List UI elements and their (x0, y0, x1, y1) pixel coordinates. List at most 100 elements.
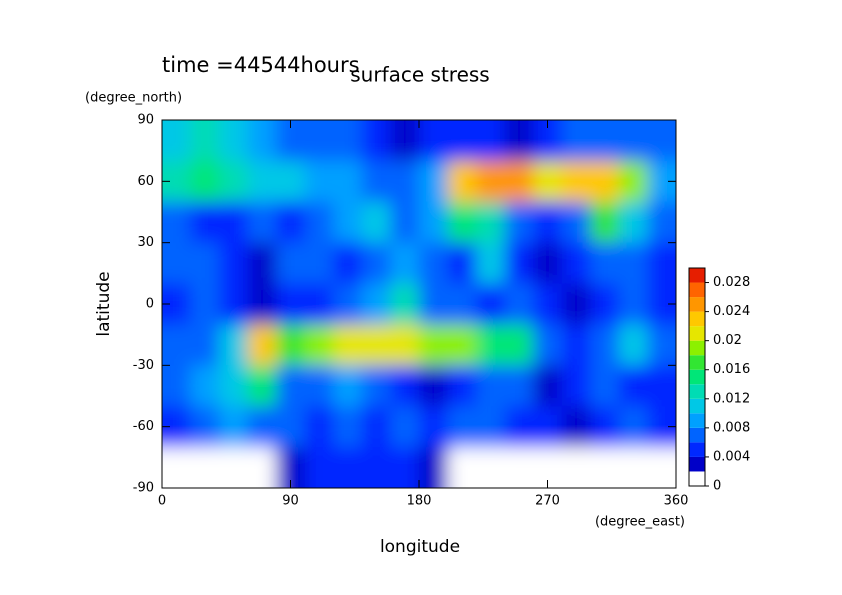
field-cell (390, 406, 420, 448)
x-tick-label: 360 (664, 494, 689, 509)
field-cell (504, 283, 534, 325)
colorbar-swatch (689, 369, 705, 385)
field-cell (618, 120, 648, 162)
field-cell (276, 160, 306, 203)
field-cell (361, 324, 391, 366)
field-cell (447, 447, 477, 488)
field-cell (219, 120, 249, 162)
field-cell (590, 201, 620, 244)
field-cell (419, 406, 449, 448)
field-cell (504, 324, 534, 366)
field-cell (219, 160, 249, 203)
field-cell (333, 160, 363, 203)
field-cell (162, 324, 192, 366)
field-cell (618, 201, 648, 244)
colorbar-tick-label: 0.004 (713, 449, 750, 464)
field-cell (447, 283, 477, 325)
field-cell (419, 447, 449, 488)
field-cell (561, 242, 591, 285)
field-cell (247, 406, 277, 448)
field-cell (276, 406, 306, 448)
field-cell (504, 365, 534, 407)
field-cell (390, 283, 420, 325)
field-cell (162, 242, 192, 285)
axes: 0 90 180 270 360 -90 -60 -30 0 30 60 90 0 0.004 0.008 0… (133, 113, 750, 509)
field-cell (304, 242, 334, 285)
field-cell (447, 242, 477, 285)
field-cell (618, 160, 648, 203)
field-cell (361, 283, 391, 325)
field-cell (276, 242, 306, 285)
colorbar-swatch (689, 340, 705, 356)
field-cell (333, 242, 363, 285)
field-cell (219, 283, 249, 325)
field-cell (333, 365, 363, 407)
colorbar-tick-label: 0 (713, 479, 721, 494)
field-cell (276, 201, 306, 244)
field-cell (247, 120, 277, 162)
colorbar-tick-label: 0.02 (713, 333, 742, 348)
field-cell (447, 324, 477, 366)
colorbar-swatch (689, 268, 705, 283)
field-cell (304, 365, 334, 407)
field-cell (333, 283, 363, 325)
field-cell (276, 365, 306, 407)
field-cell (219, 201, 249, 244)
field-cell (476, 120, 506, 162)
field-cell (390, 365, 420, 407)
field-cell (647, 447, 676, 488)
field-cell (590, 447, 620, 488)
colorbar-tick-label: 0.024 (713, 304, 750, 319)
field-cell (561, 283, 591, 325)
field-cell (561, 365, 591, 407)
field-cell (647, 324, 676, 366)
field-cell (476, 201, 506, 244)
colorbar-tick-label: 0.008 (713, 420, 750, 435)
colorbar-swatch (689, 311, 705, 327)
y-tick-label: 30 (137, 235, 154, 250)
colorbar-swatch (689, 384, 705, 399)
field-cell (618, 283, 648, 325)
colorbar-swatch (689, 398, 705, 414)
field-cell (190, 120, 220, 162)
field-cell (247, 324, 277, 366)
colorbar-swatch (689, 427, 705, 443)
y-units: (degree_north) (85, 91, 182, 106)
field-cell (276, 283, 306, 325)
field-cell (618, 406, 648, 448)
field-cell (533, 242, 563, 285)
y-tick-label: 90 (137, 113, 154, 128)
field-cell (590, 242, 620, 285)
chart-title: surface stress (350, 63, 489, 87)
field-cell (533, 160, 563, 203)
field-cell (419, 201, 449, 244)
x-units: (degree_east) (595, 515, 685, 530)
field-cell (304, 324, 334, 366)
field-cell (419, 324, 449, 366)
y-tick-label: -90 (133, 481, 154, 496)
field-cell (219, 242, 249, 285)
field-cell (447, 120, 477, 162)
colorbar-swatch (689, 282, 705, 298)
field-cell (361, 120, 391, 162)
field-cell (333, 120, 363, 162)
field-cell (476, 406, 506, 448)
field-cell (304, 120, 334, 162)
field-cells (162, 120, 676, 488)
field-cell (190, 242, 220, 285)
field-cell (247, 447, 277, 488)
field-cell (419, 160, 449, 203)
field-cell (476, 447, 506, 488)
colorbar-swatch (689, 355, 705, 370)
field-cell (190, 283, 220, 325)
field-cell (447, 160, 477, 203)
y-tick-label: -60 (133, 419, 154, 434)
field-cell (533, 324, 563, 366)
subtitle: time =44544hours (162, 53, 360, 77)
field-cell (419, 283, 449, 325)
field-cell (590, 120, 620, 162)
field-cell (333, 406, 363, 448)
field-cell (219, 324, 249, 366)
field-cell (419, 242, 449, 285)
